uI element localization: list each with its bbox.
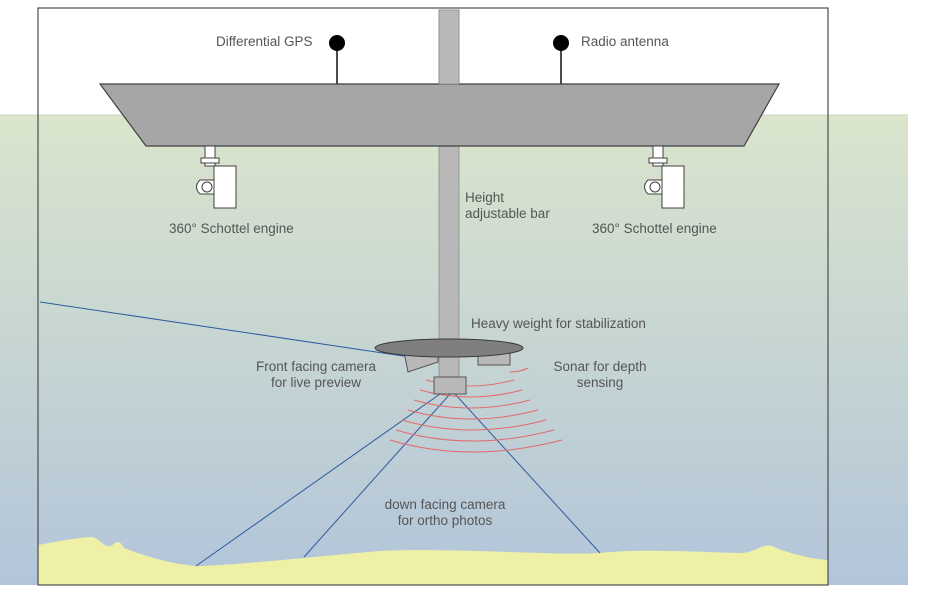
down-camera-label-line2: for ortho photos (397, 513, 493, 528)
seabed (38, 536, 828, 585)
right-engine-label: 360° Schottel engine (592, 221, 717, 236)
sonar-label: Sonar for depth sensing (546, 359, 654, 391)
down-camera-label-line1: down facing camera (384, 497, 506, 512)
front-camera-label: Front facing camera for live preview (246, 359, 386, 391)
diagram-frame (37, 7, 829, 586)
height-bar-label-line1: Height (465, 190, 505, 205)
height-bar-label-line2: adjustable bar (465, 206, 550, 221)
front-camera-label-line2: for live preview (270, 375, 362, 390)
differential-gps-label: Differential GPS (216, 34, 313, 49)
front-camera-label-line1: Front facing camera (255, 359, 377, 374)
height-bar-label: Height adjustable bar (465, 190, 550, 222)
down-camera-view-cone (195, 393, 601, 567)
left-schottel-engine-icon (196, 145, 237, 209)
heavy-weight-label: Heavy weight for stabilization (471, 316, 646, 331)
radio-antenna-label: Radio antenna (581, 34, 669, 49)
front-camera-view-line (39, 301, 411, 358)
radio-antenna-icon (553, 35, 569, 51)
down-camera-device (433, 376, 467, 395)
sonar-label-line2: sensing (576, 375, 624, 390)
stabilization-weight (374, 338, 524, 358)
height-bar-upper (438, 9, 460, 85)
sonar-waves (389, 367, 563, 453)
right-schottel-engine-icon (644, 145, 685, 209)
down-camera-label: down facing camera for ortho photos (378, 497, 512, 529)
gps-antenna-icon (329, 35, 345, 51)
left-engine-label: 360° Schottel engine (169, 221, 294, 236)
sonar-label-line1: Sonar for depth (553, 359, 647, 374)
boat-hull (98, 83, 781, 147)
